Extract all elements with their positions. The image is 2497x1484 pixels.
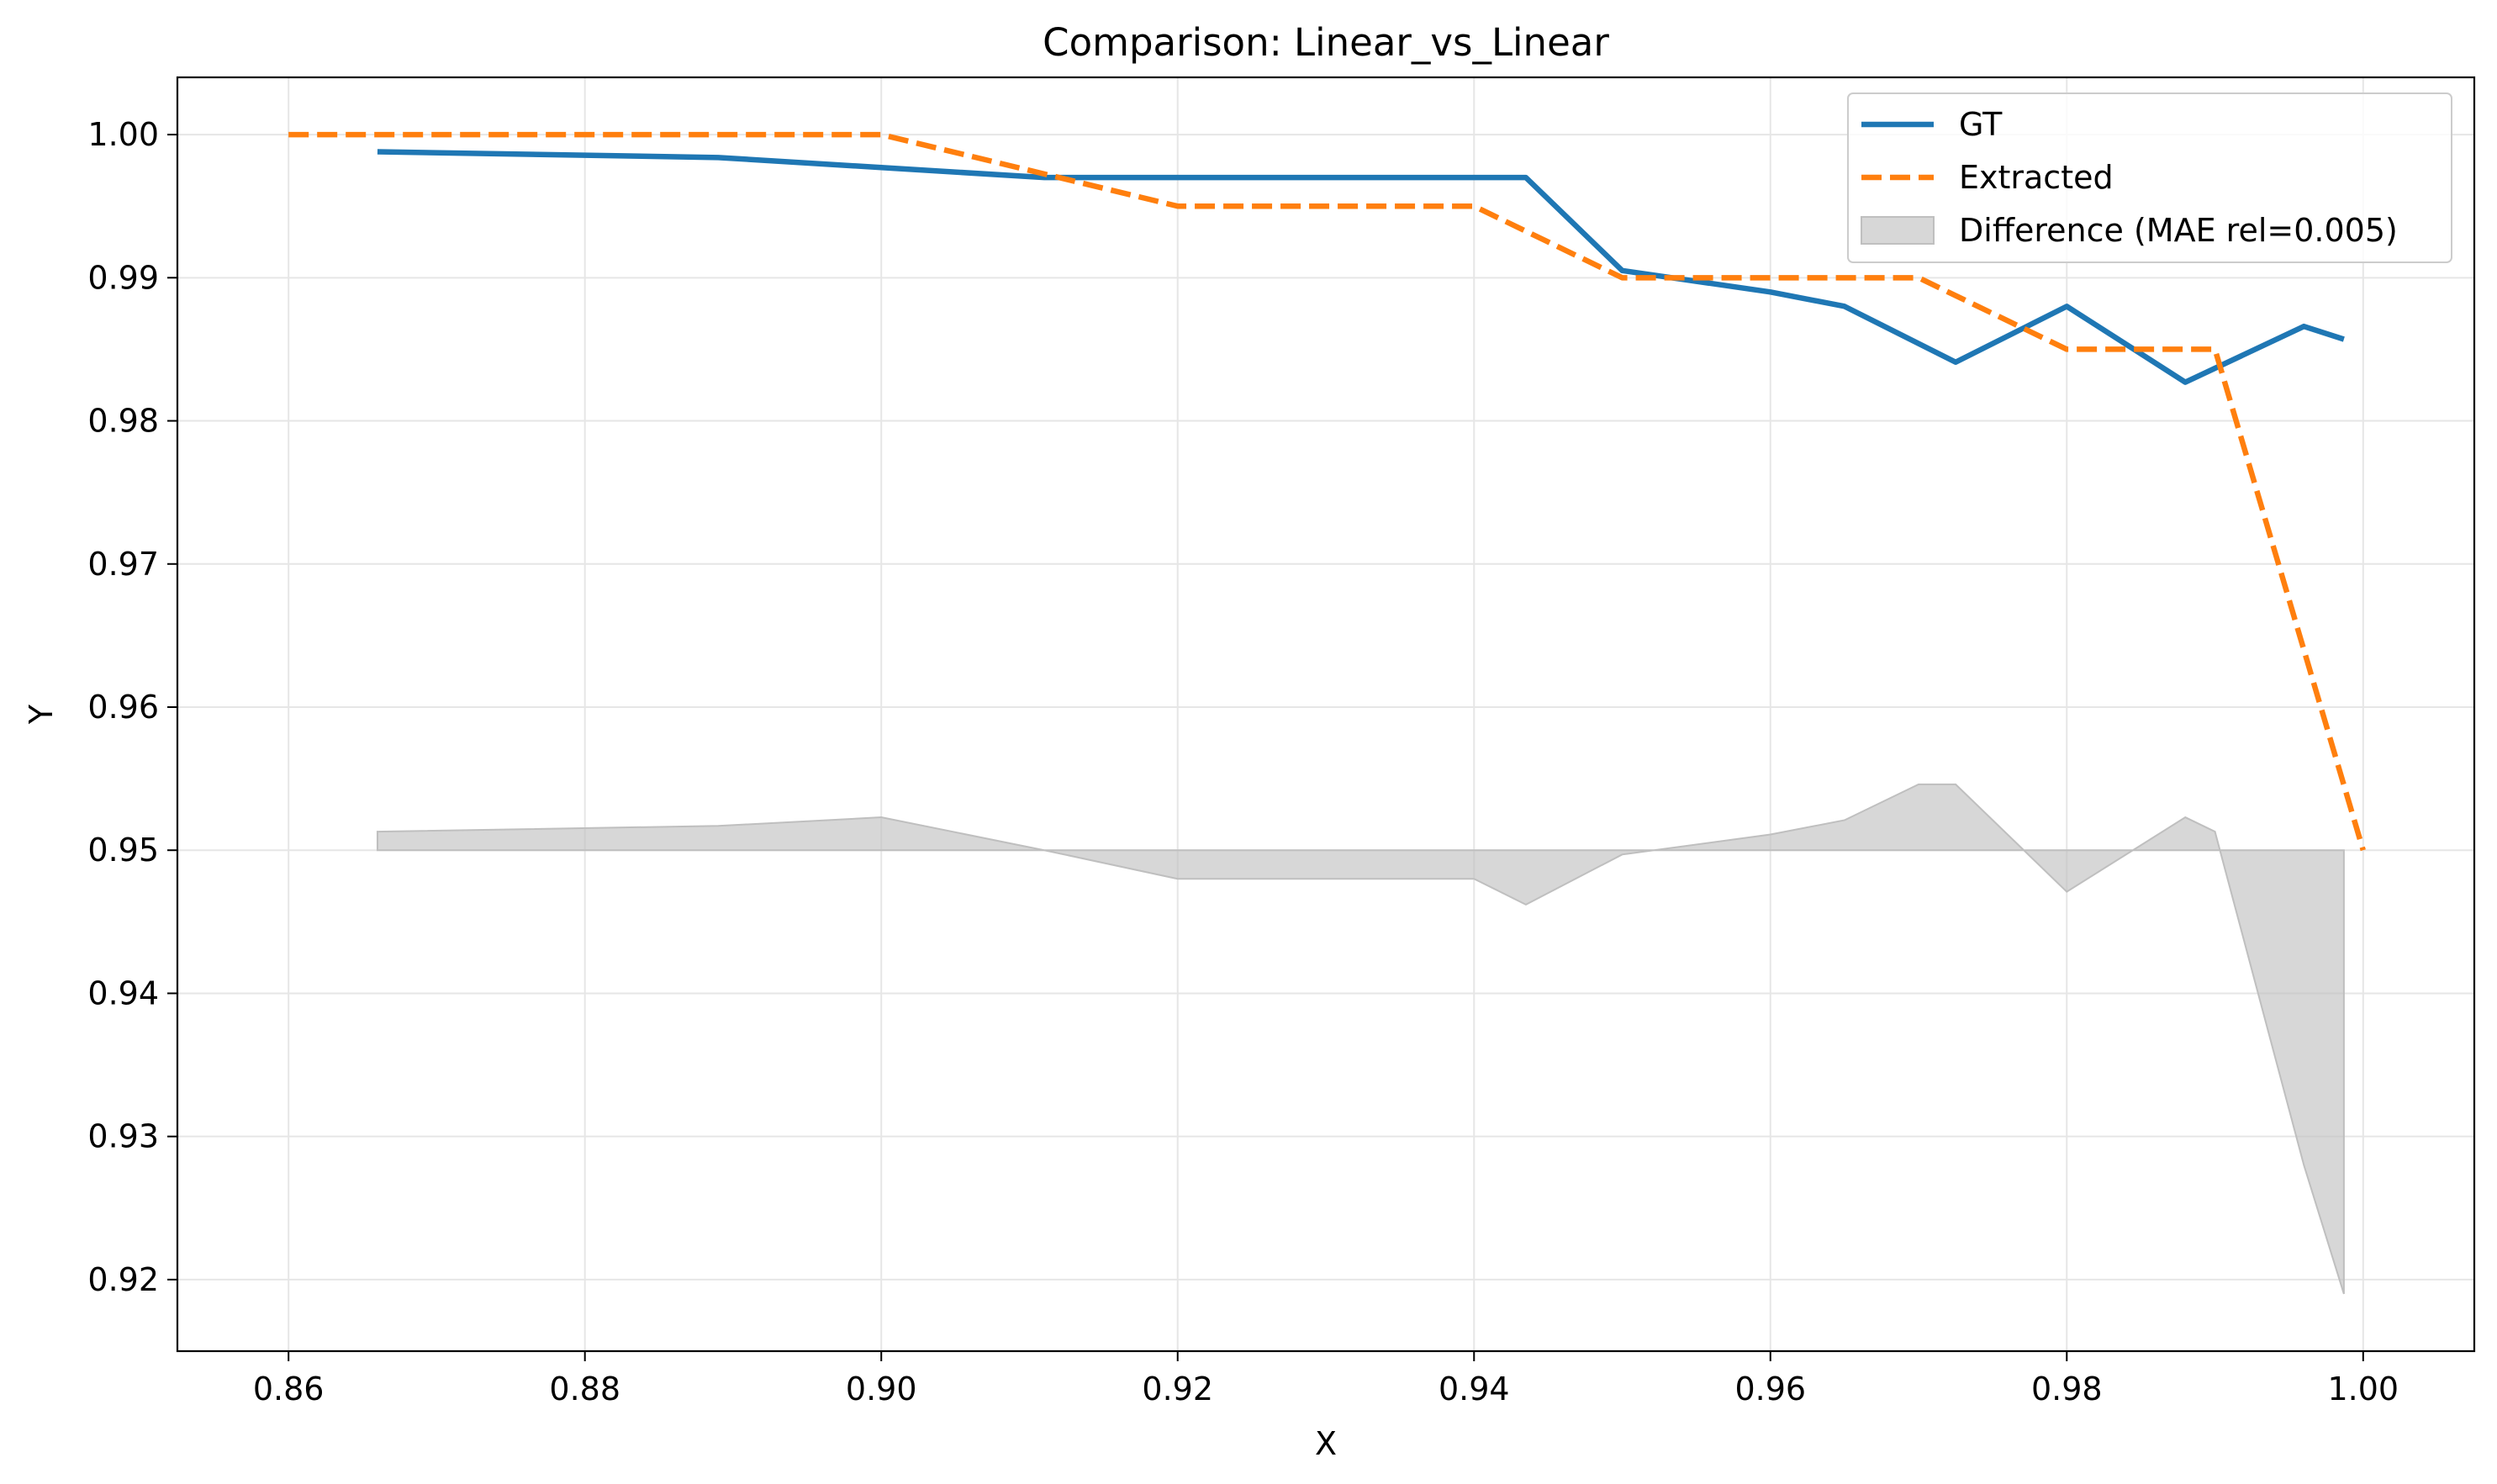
legend-box [1847, 92, 2452, 263]
legend-swatch-difference [1861, 216, 1935, 245]
chart-title: Comparison: Linear_vs_Linear [1043, 20, 1609, 65]
x-tick-label: 0.90 [846, 1370, 917, 1407]
series-line-extracted [288, 131, 2366, 852]
difference-area-layer [376, 783, 2345, 1295]
y-tick-label: 0.98 [87, 403, 159, 440]
legend-label-difference: Difference (MAE rel=0.005) [1959, 212, 2398, 249]
legend-label-extracted: Extracted [1959, 159, 2114, 196]
plot-frame [176, 76, 2476, 1353]
x-tick-label: 0.98 [2031, 1370, 2103, 1407]
x-tick-label: 0.88 [549, 1370, 620, 1407]
series-line-gt [377, 149, 2345, 385]
y-tick-label: 0.96 [87, 689, 159, 726]
series-layer [288, 131, 2366, 852]
difference-area [376, 783, 2345, 1295]
legend-label-gt: GT [1959, 106, 2003, 143]
x-axis-ticks: 0.86 0.88 0.90 0.92 0.94 0.96 0.98 1.00 [253, 1351, 2399, 1407]
x-tick-label: 0.92 [1142, 1370, 1213, 1407]
y-axis-label: Y [23, 704, 60, 725]
x-tick-label: 1.00 [2328, 1370, 2399, 1407]
y-tick-label: 0.99 [87, 259, 159, 296]
y-tick-label: 0.97 [87, 546, 159, 583]
y-tick-label: 0.95 [87, 832, 159, 869]
x-axis-label: X [1315, 1425, 1337, 1462]
y-axis-ticks: 0.92 0.93 0.94 0.95 0.96 0.97 0.98 0.99 1.00 [87, 116, 177, 1298]
x-tick-label: 0.96 [1734, 1370, 1806, 1407]
x-tick-label: 0.94 [1439, 1370, 1510, 1407]
legend: GT Extracted Difference (MAE rel=0.005) [1847, 92, 2452, 263]
grid [177, 77, 2474, 1351]
y-tick-label: 0.94 [87, 974, 159, 1011]
y-tick-label: 0.93 [87, 1118, 159, 1155]
y-tick-label: 1.00 [87, 116, 159, 153]
x-tick-label: 0.86 [253, 1370, 325, 1407]
y-tick-label: 0.92 [87, 1261, 159, 1298]
